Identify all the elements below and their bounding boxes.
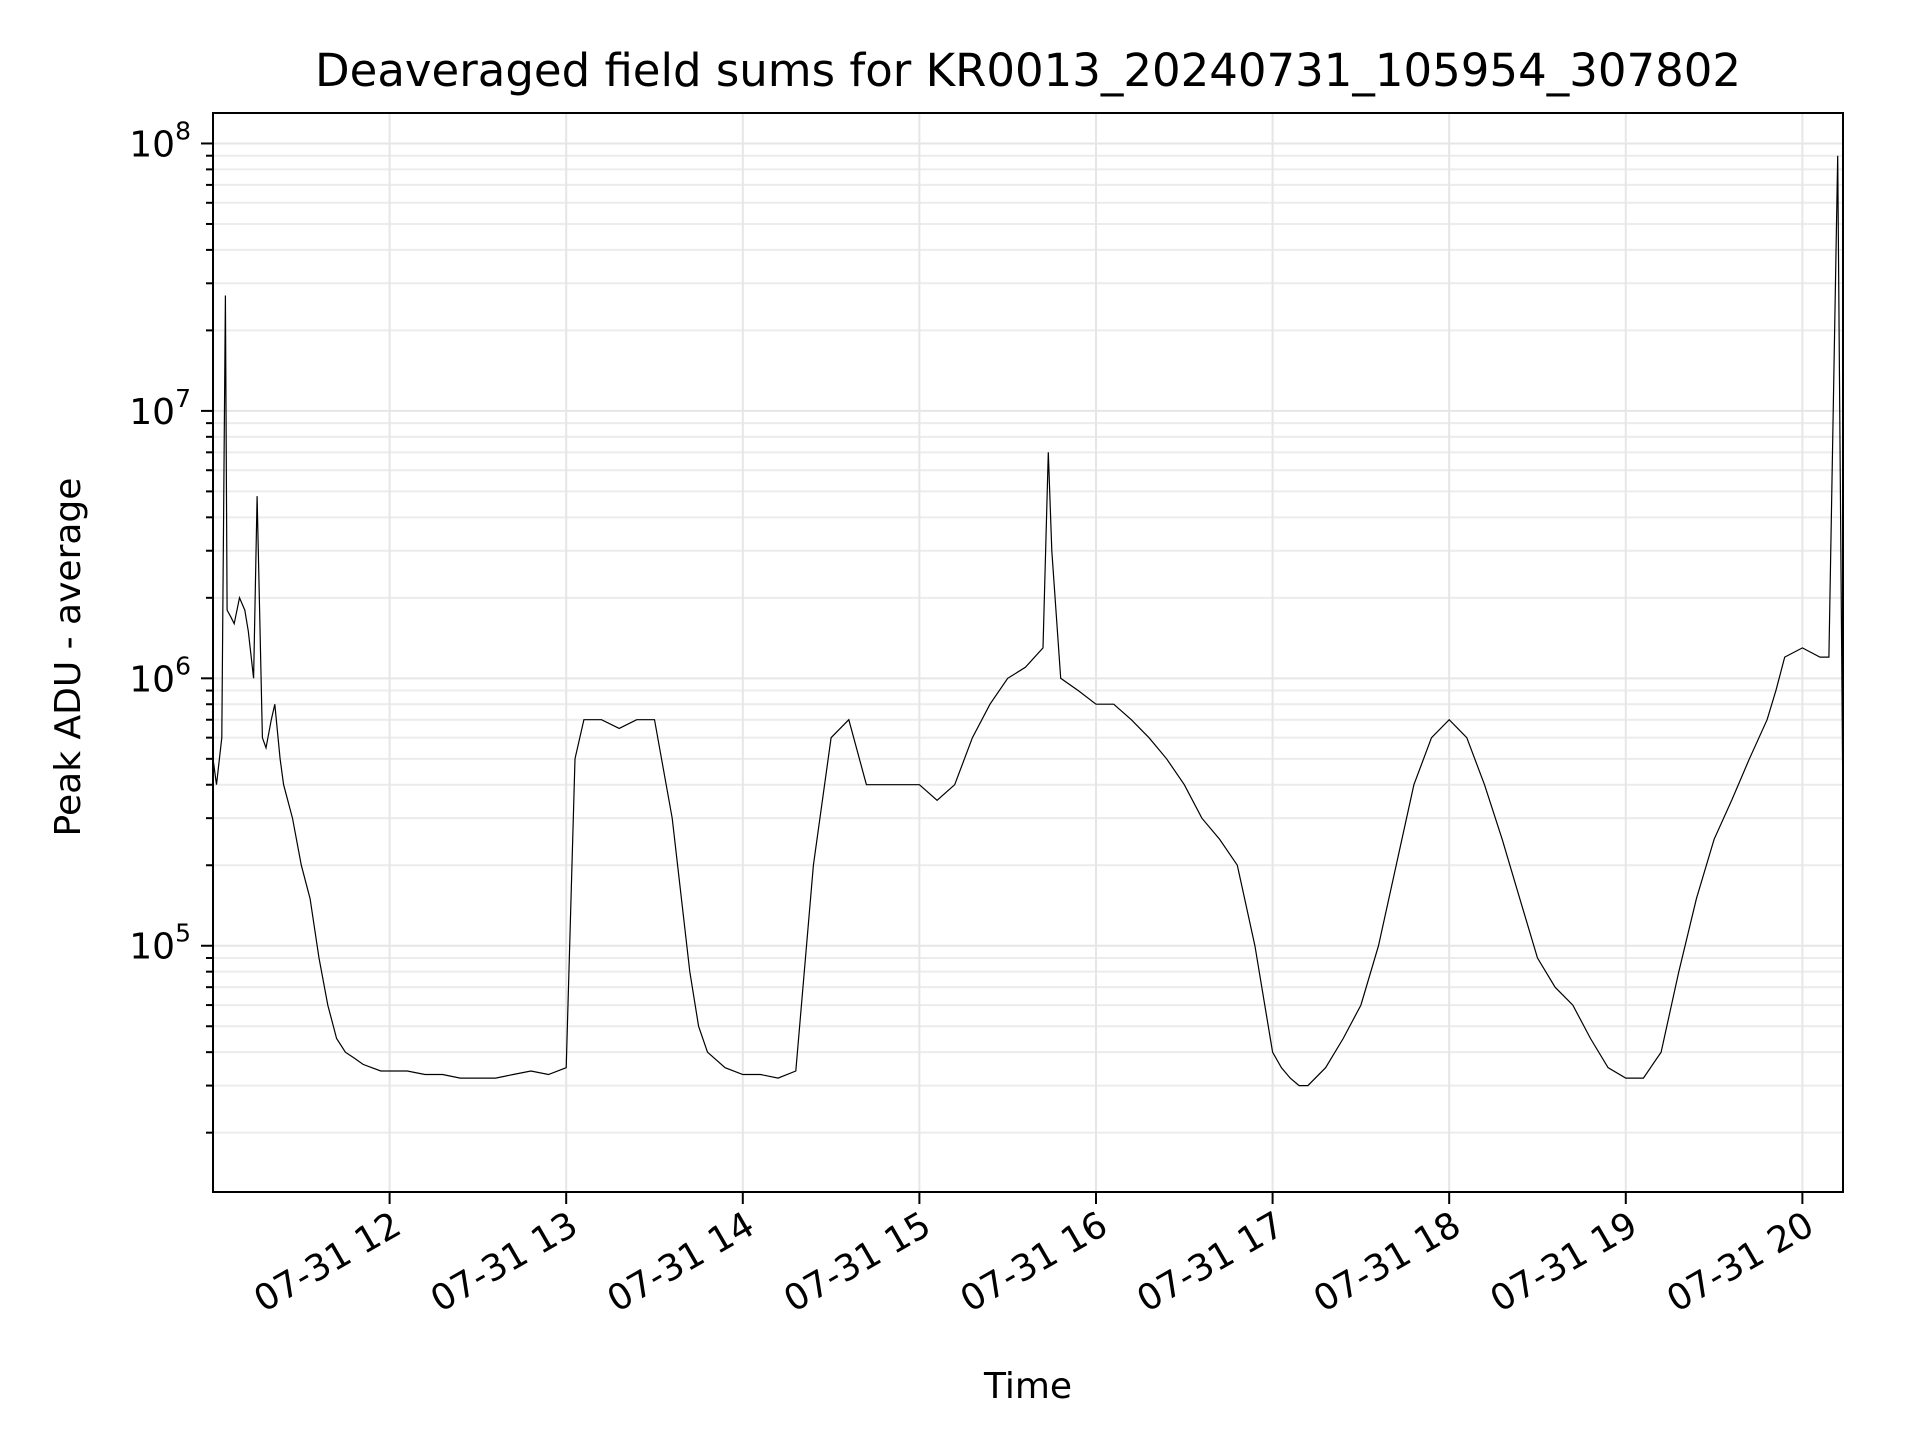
x-tick-label: 07-31 18 — [1307, 1204, 1468, 1320]
y-tick-label: 106 — [129, 651, 191, 700]
y-axis-title: Peak ADU - average — [48, 478, 89, 837]
x-axis-title: Time — [983, 1366, 1072, 1407]
x-tick-label: 07-31 15 — [777, 1204, 938, 1320]
series-line — [212, 155, 1844, 1087]
x-tick-label: 07-31 19 — [1484, 1204, 1645, 1320]
x-tick-label: 07-31 14 — [601, 1204, 762, 1320]
x-tick-label: 07-31 16 — [954, 1204, 1115, 1320]
chart-title: Deaveraged field sums for KR0013_2024073… — [315, 44, 1741, 97]
x-tick-label: 07-31 20 — [1660, 1204, 1821, 1320]
x-tick-label: 07-31 13 — [424, 1204, 585, 1320]
plot-frame — [212, 112, 1844, 1193]
x-axis: 07-31 12 07-31 13 07-31 14 07-31 15 07-31 16… — [247, 1192, 1821, 1321]
y-axis: 105 106 107 108 — [129, 116, 213, 1134]
y-tick-label: 107 — [129, 384, 191, 433]
y-tick-label: 105 — [129, 919, 191, 968]
grid — [213, 113, 1843, 1192]
x-tick-label: 07-31 17 — [1130, 1204, 1291, 1320]
x-tick-label: 07-31 12 — [247, 1204, 408, 1320]
y-tick-label: 108 — [129, 116, 191, 165]
series-layer — [212, 155, 1844, 1087]
